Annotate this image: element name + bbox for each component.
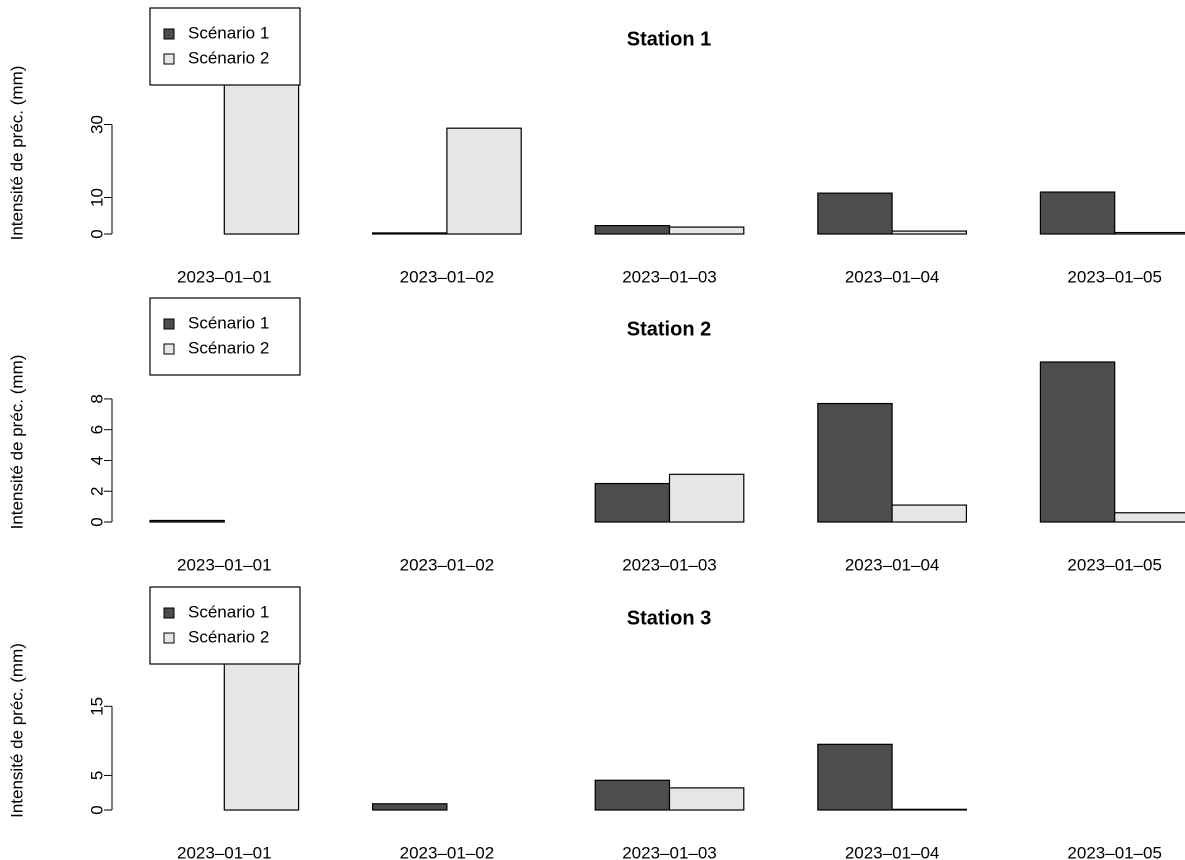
y-tick-label: 15 — [87, 697, 106, 716]
legend-swatch — [163, 53, 175, 65]
y-tick-label: 0 — [87, 517, 106, 526]
x-tick-label: 2023–01–03 — [622, 267, 717, 286]
bar — [668, 473, 745, 523]
bar — [223, 72, 300, 235]
bar — [372, 232, 448, 235]
bar — [594, 779, 671, 811]
x-tick-label: 2023–01–05 — [1067, 267, 1162, 286]
y-axis-label: Intensité de préc. (mm) — [7, 66, 26, 241]
bar — [891, 230, 967, 235]
bar — [817, 192, 893, 235]
legend-label: Scénario 1 — [188, 602, 269, 621]
chart-title: Station 2 — [627, 318, 711, 340]
y-tick-label: 10 — [87, 188, 106, 207]
legend-label: Scénario 1 — [188, 23, 269, 42]
x-tick-label: 2023–01–05 — [1067, 555, 1162, 574]
legend-label: Scénario 2 — [188, 338, 269, 357]
legend-swatch — [163, 318, 175, 330]
legend-swatch — [163, 632, 175, 644]
y-tick-label: 4 — [87, 456, 106, 465]
x-tick-label: 2023–01–02 — [400, 555, 495, 574]
bar — [668, 226, 745, 235]
legend-label: Scénario 2 — [188, 627, 269, 646]
panel: 0 10 30 Intensité de préc. (mm) 2023–01–01 20… — [7, 7, 1185, 286]
legend-swatch — [163, 607, 175, 619]
y-tick-label: 0 — [87, 805, 106, 814]
x-tick-label: 2023–01–04 — [845, 267, 940, 286]
x-tick-label: 2023–01–03 — [622, 555, 717, 574]
panel: 0 2 4 6 8 Intensité de préc. (mm) 2023–01–01 20… — [7, 297, 1185, 574]
y-tick-label: 8 — [87, 394, 106, 403]
x-tick-label: 2023–01–04 — [845, 555, 940, 574]
panel: 0 5 15 Intensité de préc. (mm) 2023–01–01 202… — [7, 586, 1162, 860]
bar — [1114, 231, 1185, 235]
y-tick-label: 0 — [87, 229, 106, 238]
bar — [1039, 191, 1116, 235]
legend-label: Scénario 2 — [188, 48, 269, 67]
legend-swatch — [163, 28, 175, 40]
y-axis-label: Intensité de préc. (mm) — [7, 355, 26, 530]
legend-box — [149, 7, 301, 86]
x-tick-label: 2023–01–01 — [177, 843, 272, 860]
x-tick-label: 2023–01–04 — [845, 843, 940, 860]
y-tick-label: 6 — [87, 425, 106, 434]
x-tick-label: 2023–01–01 — [177, 555, 272, 574]
y-tick-label: 2 — [87, 486, 106, 495]
bar — [594, 482, 671, 523]
chart-title: Station 1 — [627, 28, 711, 50]
bar — [668, 787, 745, 811]
bar — [891, 808, 967, 811]
bar — [1039, 361, 1116, 523]
legend-label: Scénario 1 — [188, 313, 269, 332]
x-tick-label: 2023–01–02 — [400, 843, 495, 860]
x-tick-label: 2023–01–03 — [622, 843, 717, 860]
bar — [223, 650, 300, 811]
bar — [891, 504, 967, 523]
bar — [594, 225, 671, 235]
bar — [149, 519, 225, 523]
x-tick-label: 2023–01–01 — [177, 267, 272, 286]
bar — [817, 402, 893, 523]
y-axis-label: Intensité de préc. (mm) — [7, 643, 26, 818]
legend-box — [149, 586, 301, 665]
bar — [446, 127, 522, 235]
y-tick-label: 5 — [87, 771, 106, 780]
bar — [1114, 512, 1185, 523]
bar — [817, 743, 893, 811]
x-tick-label: 2023–01–05 — [1067, 843, 1162, 860]
x-tick-label: 2023–01–02 — [400, 267, 495, 286]
y-tick-label: 30 — [87, 115, 106, 134]
chart-title: Station 3 — [627, 607, 711, 629]
legend-swatch — [163, 343, 175, 355]
bar — [372, 803, 448, 811]
legend-box — [149, 297, 301, 376]
